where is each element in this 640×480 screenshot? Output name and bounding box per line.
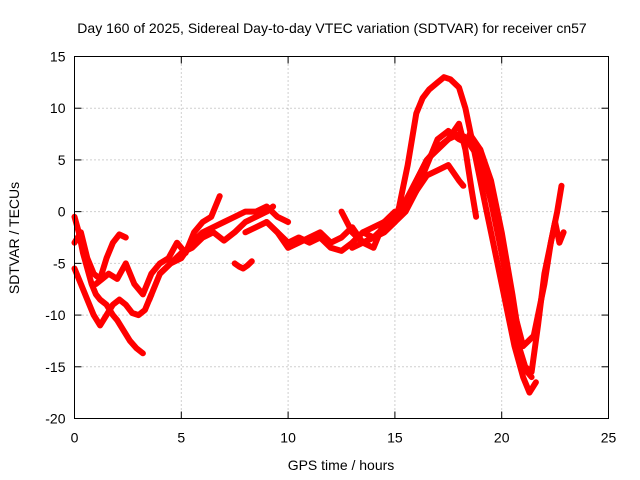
series-track-3 [71,265,155,329]
series-track-5 [146,203,277,303]
series-track-4 [92,193,223,298]
data-series-layer [71,74,567,396]
x-axis-label: GPS time / hours [288,457,395,473]
x-tick-label: 0 [71,430,79,446]
y-tick-label: 0 [58,204,66,220]
x-tick-label: 15 [387,430,403,446]
y-tick-label: 5 [58,152,66,168]
series-track-14 [402,120,480,220]
y-tick-label: -15 [45,359,65,375]
y-tick-label: -10 [45,307,65,323]
series-track-6 [156,203,292,277]
x-tick-label: 10 [280,430,296,446]
series-track-13 [391,74,539,396]
x-tick-label: 20 [494,430,510,446]
axis-tick-labels: 0 5 10 15 20 25 -20 -15 -10 -5 0 5 10 15 [45,49,616,446]
x-tick-label: 25 [601,430,617,446]
y-tick-label: -5 [53,255,66,271]
y-tick-label: -20 [45,411,65,427]
series-track-16 [515,219,567,375]
chart-title: Day 160 of 2025, Sidereal Day-to-day VTE… [77,20,587,36]
series-track-15 [466,131,565,350]
y-tick-label: 10 [50,100,66,116]
plot-frame [74,56,609,419]
series-track-7 [231,258,255,272]
x-tick-label: 5 [177,430,185,446]
y-axis-label: SDTVAR / TECUs [6,182,22,294]
series-track-9 [263,208,398,251]
y-tick-label: 15 [50,49,66,65]
